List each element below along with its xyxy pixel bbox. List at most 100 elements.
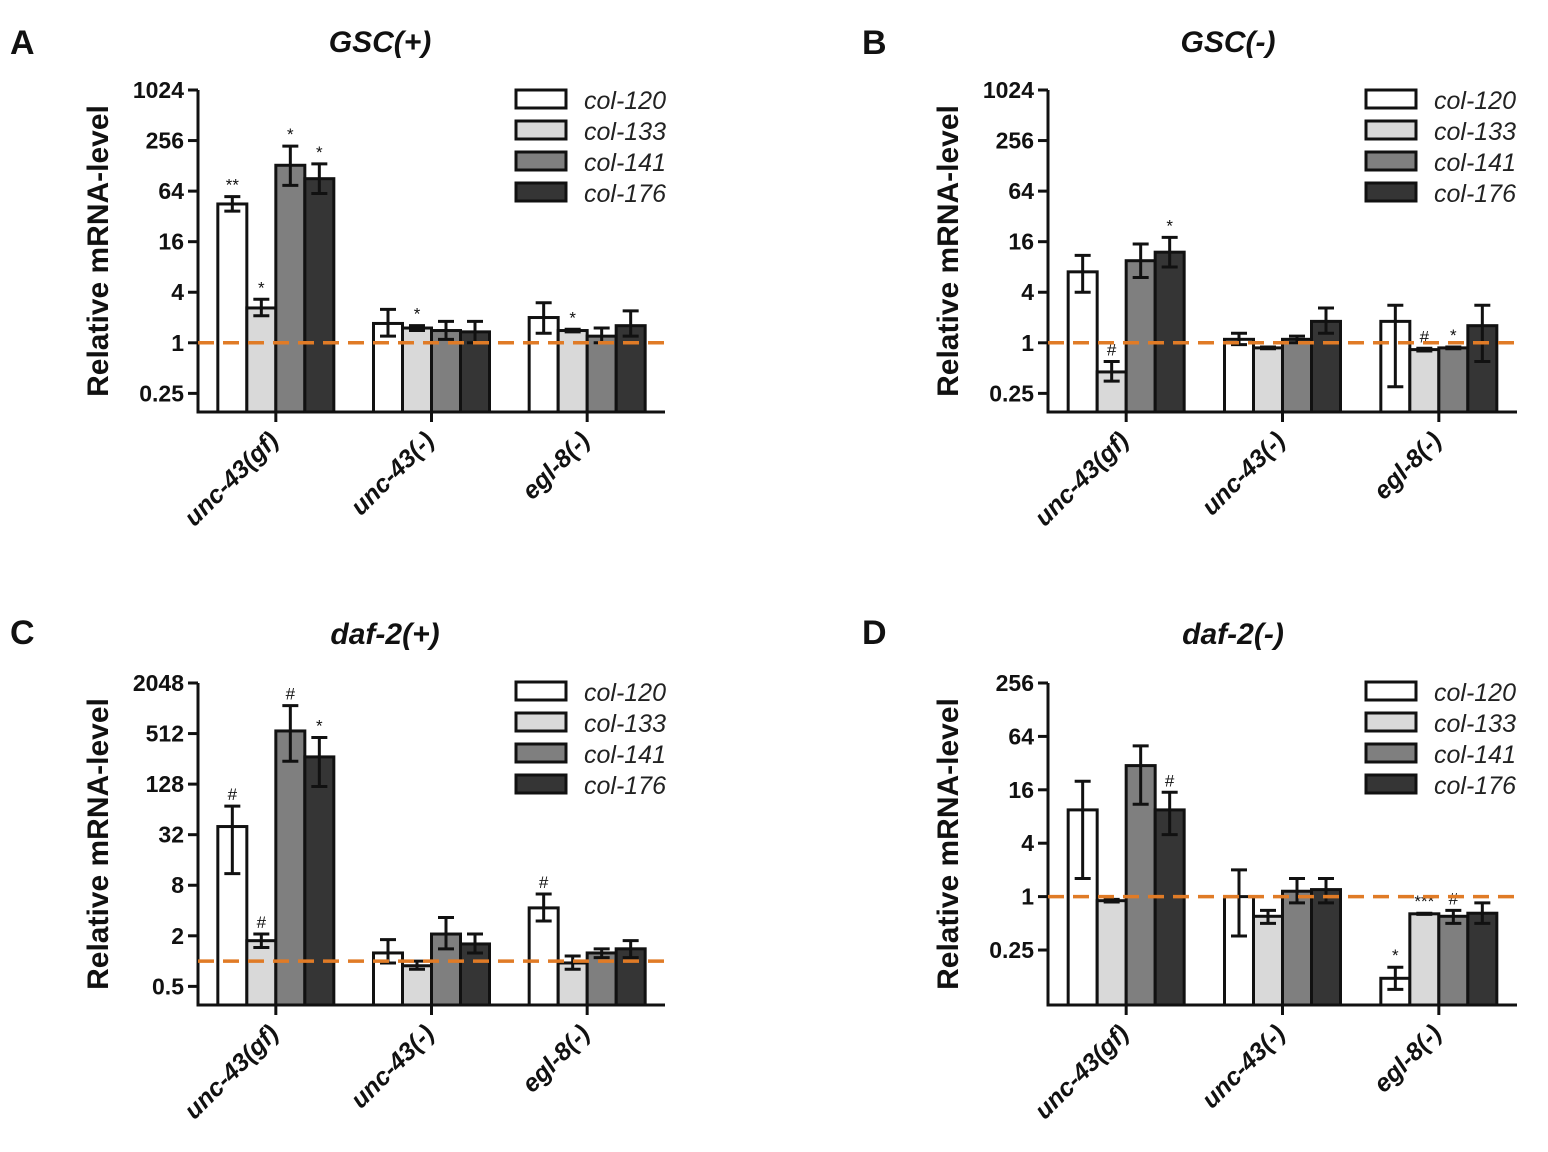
legend-label: col-176 (1434, 180, 1516, 208)
error-bar (622, 309, 639, 338)
axes (196, 683, 665, 1007)
bar-col-141-3 (1437, 914, 1470, 1007)
legend-swatch-col-141 (514, 150, 568, 172)
significance-mark: # (228, 785, 238, 804)
y-tick-label: 0.5 (152, 973, 184, 999)
bar-col-133-1 (1095, 899, 1128, 1007)
bar-col-141-1 (274, 729, 307, 1007)
bar-col-176-1 (303, 755, 336, 1007)
significance-mark: # (539, 873, 549, 892)
x-category-label: unc-43(-) (345, 1019, 439, 1113)
error-bar (1103, 897, 1120, 904)
bar-col-176-1 (1153, 808, 1186, 1007)
y-tick-label: 1 (171, 330, 184, 356)
x-category-label: unc-43(gf) (179, 1019, 284, 1124)
significance-mark: * (316, 143, 323, 162)
y-tick-label: 128 (146, 771, 185, 797)
legend-label: col-176 (584, 772, 666, 800)
error-bar (564, 327, 581, 334)
x-category-label: egl-8(-) (517, 426, 596, 505)
significance-mark: ** (226, 176, 240, 195)
legend: col-120 col-133 col-141 col-176 (514, 679, 666, 800)
y-tick-label: 8 (171, 872, 184, 898)
bar-col-141-3 (1437, 346, 1470, 414)
legend-label: col-141 (584, 149, 666, 177)
error-bar (1289, 877, 1305, 905)
y-tick-label: 256 (996, 128, 1034, 154)
bar-col-176-1 (1153, 250, 1186, 414)
legend-swatch-col-176 (1364, 181, 1418, 203)
legend-swatch-col-141 (1364, 150, 1418, 172)
legend: col-120 col-133 col-141 col-176 (1364, 679, 1516, 800)
y-tick-label: 1024 (983, 77, 1034, 103)
legend-label: col-120 (1434, 87, 1516, 115)
error-bar (380, 938, 396, 965)
y-tick-label: 64 (1008, 178, 1034, 204)
legend-swatch-col-133 (514, 119, 568, 141)
legend-swatch-col-176 (514, 773, 568, 795)
legend-swatch-col-141 (1364, 742, 1418, 764)
panel-a: A GSC(+) Relative mRNA-level 0.25 1 4 16 64 256 1… (10, 24, 666, 532)
y-axis-label: Relative mRNA-level (932, 698, 965, 990)
legend-label: col-176 (1434, 772, 1516, 800)
y-axis-label: Relative mRNA-level (82, 698, 115, 990)
legend-swatch-col-176 (1364, 773, 1418, 795)
axes (1046, 90, 1517, 414)
panel-title: GSC(-) (1181, 26, 1276, 59)
legend-swatch-col-133 (514, 711, 568, 733)
significance-mark: # (1449, 889, 1459, 908)
error-bar (1161, 790, 1178, 837)
bar-col-120-2 (1223, 337, 1255, 414)
error-bar (1074, 253, 1091, 294)
error-bar (467, 932, 483, 955)
x-category-label: unc-43(-) (1196, 426, 1290, 520)
bar-col-176-3 (614, 324, 647, 414)
error-bar (311, 162, 328, 195)
panel-letter: C (10, 614, 35, 652)
y-tick-label: 16 (1008, 229, 1034, 255)
y-tick-label: 4 (1021, 279, 1034, 305)
error-bar (1474, 901, 1491, 925)
bar-col-133-2 (1252, 914, 1284, 1007)
bar-col-133-3 (1408, 348, 1441, 414)
bar-col-133-3 (1408, 912, 1441, 1007)
bar-col-133-2 (1252, 346, 1284, 414)
significance-mark: # (1107, 340, 1117, 359)
error-bar (622, 939, 639, 960)
legend-label: col-133 (584, 118, 666, 146)
significance-mark: * (1450, 326, 1457, 345)
error-bar (438, 916, 454, 951)
legend-label: col-141 (1434, 741, 1516, 769)
error-bar (1474, 303, 1491, 363)
x-category-label: egl-8(-) (1368, 426, 1447, 505)
y-tick-label: 512 (146, 721, 184, 747)
significance-mark: # (1165, 771, 1175, 790)
bar-col-141-2 (1281, 889, 1313, 1007)
legend-label: col-120 (584, 679, 666, 707)
bar-col-176-2 (459, 330, 491, 414)
error-bar (1445, 908, 1462, 925)
legend-label: col-133 (1434, 118, 1516, 146)
legend-label: col-133 (584, 710, 666, 738)
panel-letter: A (10, 24, 35, 62)
y-tick-label: 0.25 (139, 380, 184, 406)
x-category-label: unc-43(gf) (1029, 426, 1134, 531)
y-tick-label: 64 (1008, 723, 1034, 749)
panel-title: GSC(+) (329, 26, 432, 59)
x-category-label: unc-43(gf) (179, 426, 284, 531)
legend-swatch-col-133 (1364, 711, 1418, 733)
legend-label: col-141 (584, 741, 666, 769)
error-bar (535, 301, 552, 335)
error-bar (253, 297, 270, 318)
y-tick-label: 64 (158, 178, 184, 204)
legend-swatch-col-133 (1364, 119, 1418, 141)
axes (196, 90, 665, 414)
y-tick-label: 4 (1021, 830, 1034, 856)
panel-title: daf-2(-) (1182, 618, 1284, 651)
y-tick-label: 0.25 (989, 380, 1034, 406)
error-bar (1318, 306, 1334, 335)
bar-col-120-3 (527, 906, 560, 1007)
significance-mark: * (316, 716, 323, 735)
x-category-label: unc-43(gf) (1029, 1019, 1134, 1124)
